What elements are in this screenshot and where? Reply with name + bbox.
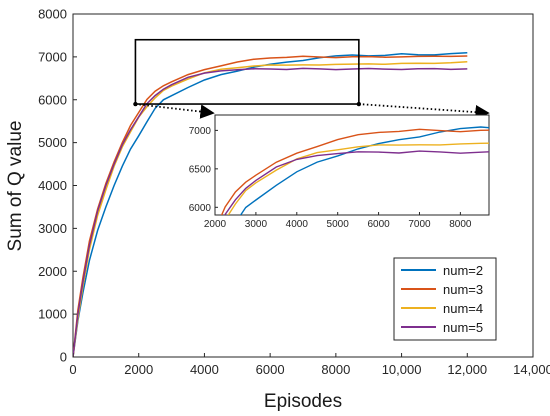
x-tick-label: 0 — [69, 362, 76, 377]
x-axis-title: Episodes — [264, 391, 342, 412]
axis-ticks: 0 2000 4000 6000 8000 10,000 12,000 14,000 0 1000… — [38, 7, 550, 378]
inset-axis-ticks: 2000 3000 4000 5000 6000 7000 8000 6000 6500 7000 — [189, 126, 472, 230]
x-tick-label: 8000 — [321, 362, 350, 377]
legend-label-num-3: num=3 — [443, 282, 483, 297]
legend-label-num-4: num=4 — [443, 301, 483, 316]
y-tick-label: 7000 — [38, 49, 67, 64]
inset-series-line-num-4 — [227, 142, 489, 215]
x-tick-label: 12,000 — [447, 362, 487, 377]
x-tick-label: 2000 — [124, 362, 153, 377]
legend-label-num-5: num=5 — [443, 320, 483, 335]
inset-y-tick-label: 6000 — [189, 203, 212, 214]
zoom-connector-right — [358, 103, 490, 120]
y-tick-label: 4000 — [38, 178, 67, 193]
series-line-num-5 — [73, 67, 468, 357]
inset-y-tick-label: 7000 — [189, 126, 212, 137]
inset-x-tick-label: 3000 — [245, 219, 268, 230]
inset-x-tick-label: 4000 — [286, 219, 309, 230]
x-tick-label: 14,000 — [513, 362, 550, 377]
inset-y-tick-label: 6500 — [189, 164, 212, 175]
inset-x-tick-label: 7000 — [408, 219, 431, 230]
y-tick-label: 0 — [60, 350, 67, 365]
x-tick-label: 10,000 — [382, 362, 422, 377]
y-tick-label: 2000 — [38, 264, 67, 279]
zoom-anchor-right — [356, 101, 362, 107]
x-tick-label: 6000 — [256, 362, 285, 377]
inset-chart: 2000 3000 4000 5000 6000 7000 8000 6000 6500 7000 — [189, 114, 490, 230]
y-tick-label: 5000 — [38, 135, 67, 150]
y-tick-label: 1000 — [38, 307, 67, 322]
inset-series-line-num-2 — [239, 126, 489, 215]
legend: num=2 num=3 num=4 num=5 — [393, 257, 497, 341]
inset-series-line-num-5 — [224, 150, 489, 215]
y-tick-label: 3000 — [38, 221, 67, 236]
zoom-region-box — [134, 38, 360, 105]
y-tick-label: 8000 — [38, 7, 67, 22]
y-axis-title: Sum of Q value — [5, 121, 26, 252]
series-line-num-2 — [73, 52, 468, 357]
inset-x-tick-label: 6000 — [367, 219, 390, 230]
inset-x-tick-label: 8000 — [449, 219, 472, 230]
inset-series-line-num-3 — [220, 128, 489, 215]
inset-series-group — [220, 126, 489, 215]
legend-label-num-2: num=2 — [443, 263, 483, 278]
series-line-num-3 — [73, 55, 468, 357]
zoom-anchor-left — [133, 101, 138, 107]
inset-x-tick-label: 2000 — [204, 219, 227, 230]
series-line-num-4 — [73, 61, 468, 357]
x-tick-label: 4000 — [190, 362, 219, 377]
series-group — [73, 52, 468, 357]
y-tick-label: 6000 — [38, 92, 67, 107]
zoom-connector-left — [135, 103, 215, 119]
inset-x-tick-label: 5000 — [327, 219, 350, 230]
